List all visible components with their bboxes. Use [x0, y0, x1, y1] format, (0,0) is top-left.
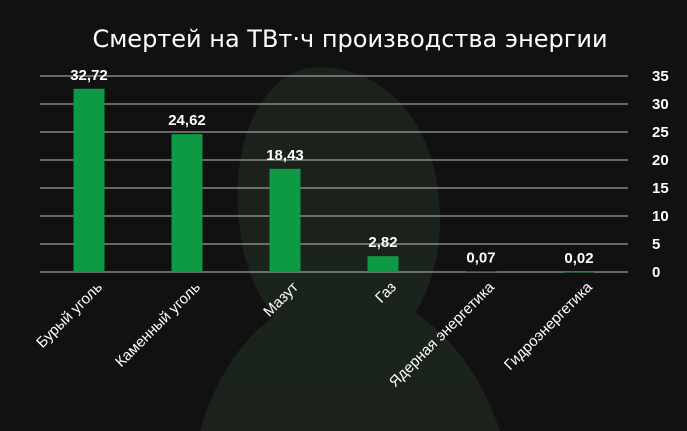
bars	[73, 88, 595, 273]
data-label: 18,43	[266, 147, 304, 164]
chart-title: Смертей на ТВт·ч производства энергии	[92, 25, 607, 53]
bar	[563, 271, 595, 273]
y-axis-ticks: 0 5 10 15 20 25 30 35	[652, 68, 669, 281]
y-tick-label: 10	[652, 208, 669, 225]
data-label: 32,72	[70, 67, 108, 84]
category-label: Бурый уголь	[33, 279, 106, 352]
category-label: Каменный уголь	[112, 279, 204, 371]
y-tick-label: 20	[652, 152, 669, 169]
data-label: 0,02	[564, 250, 593, 267]
bar	[73, 88, 105, 272]
data-label: 2,82	[368, 234, 397, 251]
y-tick-label: 30	[652, 96, 669, 113]
hooded-figure-watermark	[200, 67, 500, 431]
y-tick-label: 25	[652, 124, 669, 141]
data-labels: 32,72 24,62 18,43 2,82 0,07 0,02	[70, 67, 593, 267]
bar	[367, 256, 399, 272]
y-tick-label: 35	[652, 68, 669, 85]
y-tick-label: 0	[652, 264, 660, 281]
bar	[465, 271, 497, 273]
category-label: Гидроэнергетика	[501, 278, 596, 373]
y-tick-label: 15	[652, 180, 669, 197]
grid-lines	[40, 75, 628, 273]
data-label: 0,07	[466, 250, 495, 267]
y-tick-label: 5	[652, 236, 660, 253]
bar	[269, 168, 301, 272]
bar	[171, 134, 203, 272]
data-label: 24,62	[168, 112, 206, 129]
